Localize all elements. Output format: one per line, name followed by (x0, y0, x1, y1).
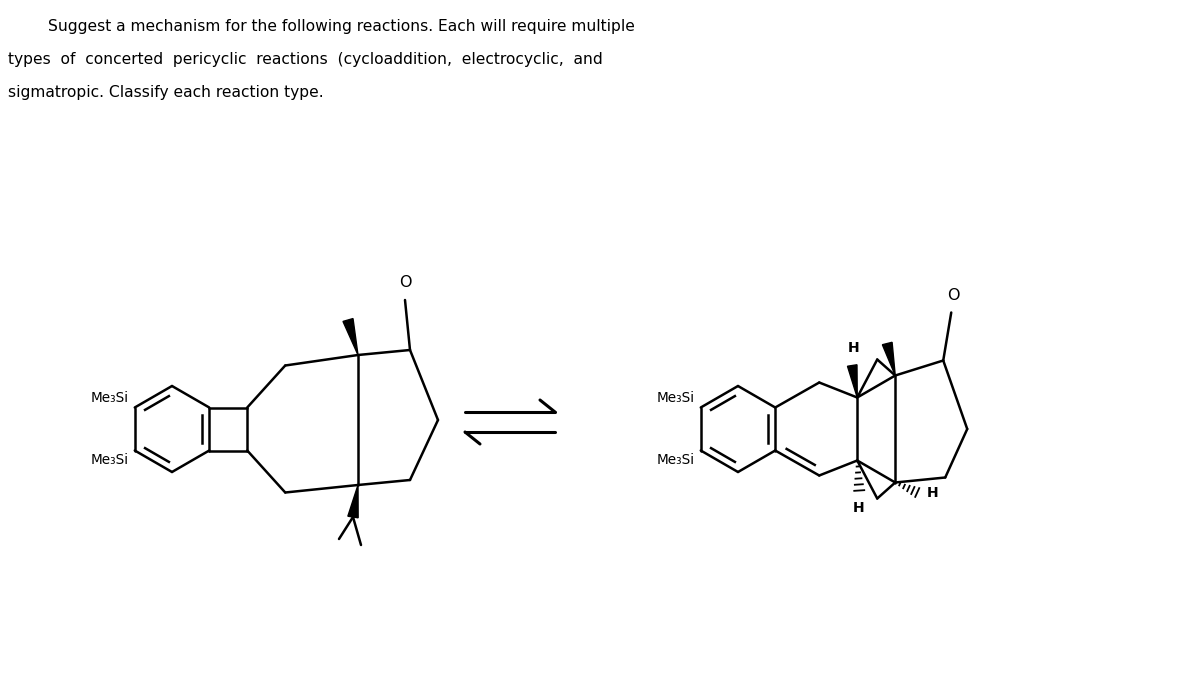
Text: sigmatropic. Classify each reaction type.: sigmatropic. Classify each reaction type… (8, 85, 324, 100)
Text: H: H (847, 341, 859, 355)
Polygon shape (847, 365, 857, 397)
Text: Suggest a mechanism for the following reactions. Each will require multiple: Suggest a mechanism for the following re… (48, 19, 635, 34)
Text: H: H (852, 500, 864, 515)
Polygon shape (343, 319, 358, 355)
Text: O: O (947, 288, 960, 303)
Text: O: O (398, 275, 412, 290)
Polygon shape (882, 343, 895, 376)
Text: H: H (928, 485, 938, 500)
Text: types  of  concerted  pericyclic  reactions  (cycloaddition,  electrocyclic,  an: types of concerted pericyclic reactions … (8, 52, 602, 67)
Text: Me₃Si: Me₃Si (656, 454, 695, 468)
Text: Me₃Si: Me₃Si (91, 391, 128, 404)
Text: Me₃Si: Me₃Si (91, 454, 128, 468)
Polygon shape (348, 485, 358, 518)
Text: Me₃Si: Me₃Si (656, 391, 695, 404)
